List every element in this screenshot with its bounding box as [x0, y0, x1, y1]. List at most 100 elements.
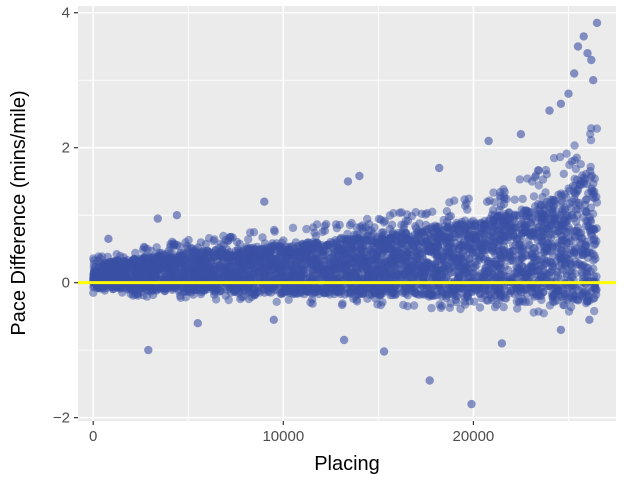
data-point: [320, 285, 330, 295]
data-point: [413, 240, 422, 250]
data-point: [379, 228, 388, 237]
data-point: [581, 222, 591, 231]
data-point: [438, 254, 447, 263]
data-point: [495, 205, 504, 214]
data-point: [536, 272, 546, 281]
data-point: [191, 261, 200, 271]
data-point: [591, 290, 601, 299]
data-point: [539, 287, 548, 297]
data-point: [288, 223, 298, 233]
data-point: [311, 253, 320, 262]
data-point: [363, 214, 372, 224]
data-point: [172, 211, 182, 220]
data-point: [463, 205, 472, 214]
data-point: [518, 245, 528, 254]
data-point: [543, 233, 552, 242]
data-point: [453, 257, 462, 266]
data-point: [568, 210, 577, 220]
data-point: [135, 269, 144, 278]
data-point: [452, 298, 461, 307]
data-point: [553, 285, 562, 294]
data-point: [592, 18, 602, 28]
data-point: [166, 242, 175, 252]
data-point: [210, 235, 219, 244]
data-point: [212, 266, 221, 275]
data-point: [531, 171, 541, 180]
data-point: [467, 399, 476, 409]
data-point: [358, 242, 367, 251]
data-point: [490, 260, 500, 269]
data-point: [269, 315, 278, 324]
data-point: [300, 251, 310, 260]
data-point: [540, 260, 549, 269]
data-point: [299, 285, 308, 295]
data-point: [456, 230, 466, 239]
data-point: [355, 171, 364, 181]
data-point: [512, 262, 521, 271]
data-point: [443, 261, 452, 270]
data-point: [497, 288, 506, 297]
data-point: [398, 287, 408, 296]
data-point: [540, 212, 549, 221]
data-point: [564, 238, 574, 248]
data-point: [359, 226, 368, 236]
data-point: [240, 270, 249, 279]
data-point: [277, 266, 286, 276]
data-point: [260, 274, 269, 283]
data-point: [286, 247, 295, 256]
data-point: [515, 175, 525, 184]
data-point: [472, 239, 481, 248]
data-point: [377, 263, 386, 272]
data-point: [131, 248, 140, 258]
data-point: [207, 282, 217, 292]
data-point: [535, 205, 544, 214]
data-point: [137, 261, 146, 270]
data-point: [259, 285, 269, 294]
data-point: [529, 253, 538, 262]
data-point: [313, 287, 322, 296]
y-tick-label: −2: [53, 410, 70, 427]
data-point: [420, 233, 430, 242]
data-point: [345, 272, 354, 281]
data-point: [562, 287, 572, 297]
data-point: [176, 293, 185, 302]
data-point: [496, 269, 505, 279]
data-point: [111, 257, 121, 266]
data-point: [367, 256, 376, 265]
data-point: [518, 194, 527, 204]
data-point: [377, 282, 387, 292]
data-point: [469, 216, 478, 226]
data-point: [488, 206, 498, 215]
data-point: [89, 273, 98, 282]
data-point: [426, 246, 435, 255]
data-point: [528, 262, 537, 272]
data-point: [312, 220, 322, 229]
data-point: [480, 230, 489, 239]
data-point: [317, 242, 326, 252]
data-point: [564, 307, 574, 316]
data-point: [154, 257, 163, 266]
data-point: [222, 245, 231, 254]
data-point: [354, 234, 363, 243]
data-point: [445, 198, 454, 207]
data-point: [396, 249, 405, 258]
data-point: [433, 223, 442, 232]
data-point: [556, 325, 566, 335]
data-point: [588, 209, 598, 219]
data-point: [109, 269, 119, 278]
data-point: [376, 290, 385, 299]
data-point: [574, 231, 584, 241]
data-point: [469, 247, 478, 257]
data-point: [465, 231, 474, 240]
data-point: [485, 290, 494, 299]
x-tick-label: 20000: [453, 428, 495, 445]
y-tick-label: 2: [62, 140, 70, 157]
data-points: [89, 18, 602, 409]
data-point: [247, 292, 256, 302]
data-point: [249, 252, 258, 262]
data-point: [371, 238, 381, 247]
data-point: [363, 294, 372, 303]
data-point: [520, 285, 530, 294]
data-point: [575, 201, 584, 210]
data-point: [550, 215, 559, 224]
